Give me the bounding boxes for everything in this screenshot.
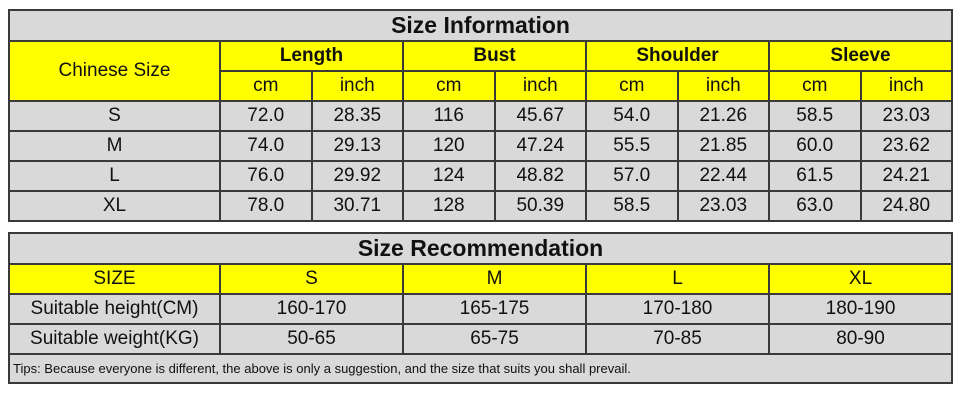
measurement-cell: 24.21	[859, 160, 954, 192]
recommendation-header-cell: XL	[767, 263, 954, 295]
recommendation-header-cell: S	[219, 263, 404, 295]
unit-cm-header: cm	[219, 70, 313, 102]
sleeve-header: Sleeve	[767, 40, 954, 72]
size-information-title: Size Information	[7, 9, 954, 42]
size-information-table: Size Information Chinese Size Length Bus…	[7, 9, 954, 222]
measurement-cell: 57.0	[585, 160, 679, 192]
table-row: S 72.0 28.35 116 45.67 54.0 21.26 58.5 23.03	[8, 100, 954, 132]
size-label: L	[8, 160, 221, 192]
measurement-cell: 120	[402, 130, 496, 162]
unit-cm-header: cm	[402, 70, 496, 102]
row-label: Suitable height(CM)	[8, 293, 221, 325]
measurement-cell: 124	[402, 160, 496, 192]
size-label: M	[8, 130, 221, 162]
size-recommendation-title: Size Recommendation	[7, 232, 954, 265]
unit-inch-header: inch	[493, 70, 587, 102]
measurement-cell: 29.13	[310, 130, 404, 162]
table-row: Suitable weight(KG) 50-65 65-75 70-85 80-90	[8, 323, 954, 355]
measurement-cell: 72.0	[219, 100, 313, 132]
shoulder-header: Shoulder	[585, 40, 770, 72]
recommendation-header-cell: L	[585, 263, 770, 295]
recommendation-cell: 50-65	[219, 323, 404, 355]
unit-inch-header: inch	[676, 70, 770, 102]
measurement-cell: 76.0	[219, 160, 313, 192]
measurement-cell: 60.0	[768, 130, 862, 162]
measurement-cell: 23.03	[859, 100, 954, 132]
measurement-cell: 23.03	[676, 190, 770, 222]
recommendation-cell: 65-75	[402, 323, 587, 355]
measurement-cell: 23.62	[859, 130, 954, 162]
recommendation-cell: 170-180	[585, 293, 770, 325]
bust-header: Bust	[402, 40, 587, 72]
recommendation-header-cell: SIZE	[8, 263, 221, 295]
measurement-cell: 128	[402, 190, 496, 222]
recommendation-cell: 180-190	[767, 293, 954, 325]
measurement-cell: 29.92	[310, 160, 404, 192]
table-row: M 74.0 29.13 120 47.24 55.5 21.85 60.0 23.62	[8, 130, 954, 162]
measurement-cell: 50.39	[493, 190, 587, 222]
table-row: L 76.0 29.92 124 48.82 57.0 22.44 61.5 24.21	[8, 160, 954, 192]
recommendation-cell: 80-90	[767, 323, 954, 355]
recommendation-cell: 160-170	[219, 293, 404, 325]
size-label: S	[8, 100, 221, 132]
size-label: XL	[8, 190, 221, 222]
measurement-cell: 54.0	[585, 100, 679, 132]
unit-inch-header: inch	[310, 70, 404, 102]
unit-cm-header: cm	[585, 70, 679, 102]
row-label: Suitable weight(KG)	[8, 323, 221, 355]
measurement-cell: 45.67	[493, 100, 587, 132]
measurement-cell: 21.26	[676, 100, 770, 132]
measurement-cell: 116	[402, 100, 496, 132]
measurement-cell: 58.5	[585, 190, 679, 222]
recommendation-cell: 165-175	[402, 293, 587, 325]
recommendation-cell: 70-85	[585, 323, 770, 355]
measurement-cell: 63.0	[768, 190, 862, 222]
measurement-cell: 47.24	[493, 130, 587, 162]
table-row: XL 78.0 30.71 128 50.39 58.5 23.03 63.0 24.80	[8, 190, 954, 222]
unit-cm-header: cm	[768, 70, 862, 102]
chinese-size-header: Chinese Size	[8, 40, 221, 102]
measurement-cell: 61.5	[768, 160, 862, 192]
measurement-cell: 58.5	[768, 100, 862, 132]
size-recommendation-table: Size Recommendation SIZE S M L XL Suitable h…	[7, 232, 954, 384]
measurement-cell: 22.44	[676, 160, 770, 192]
measurement-cell: 55.5	[585, 130, 679, 162]
measurement-cell: 48.82	[493, 160, 587, 192]
length-header: Length	[219, 40, 404, 72]
measurement-cell: 21.85	[676, 130, 770, 162]
recommendation-header-cell: M	[402, 263, 587, 295]
measurement-cell: 74.0	[219, 130, 313, 162]
unit-inch-header: inch	[859, 70, 954, 102]
table-row: Suitable height(CM) 160-170 165-175 170-180…	[8, 293, 954, 325]
measurement-cell: 24.80	[859, 190, 954, 222]
measurement-cell: 78.0	[219, 190, 313, 222]
tips-text: Tips: Because everyone is different, the…	[7, 353, 954, 384]
measurement-cell: 30.71	[310, 190, 404, 222]
measurement-cell: 28.35	[310, 100, 404, 132]
